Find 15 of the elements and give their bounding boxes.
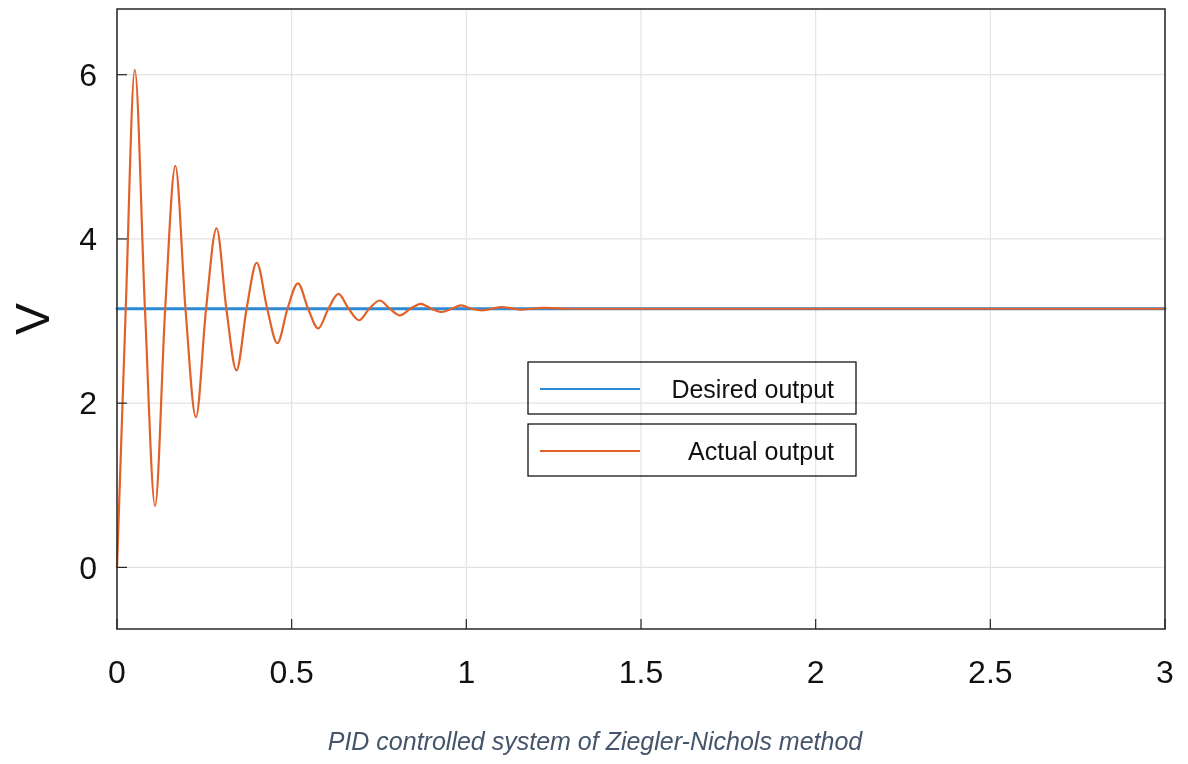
y-axis-title: V <box>5 302 59 336</box>
y-tick-label: 2 <box>79 385 97 422</box>
y-tick-label: 0 <box>79 549 97 586</box>
legend-label: Actual output <box>688 436 835 465</box>
y-tick-label: 6 <box>79 56 97 93</box>
x-tick-label: 1.5 <box>618 654 664 690</box>
x-tick-label: 2.5 <box>968 654 1013 690</box>
text: PID controlled system of Ziegler-Nichols method <box>327 726 864 755</box>
x-tick-label: 2 <box>806 654 825 690</box>
x-tick-label: 0.5 <box>269 654 314 690</box>
y-tick-label: 4 <box>79 221 97 258</box>
x-tick-label: 0 <box>108 654 126 690</box>
legend-label: Desired output <box>671 374 835 403</box>
x-tick-label: 3 <box>1156 654 1174 690</box>
x-tick-label: 1 <box>457 654 476 690</box>
